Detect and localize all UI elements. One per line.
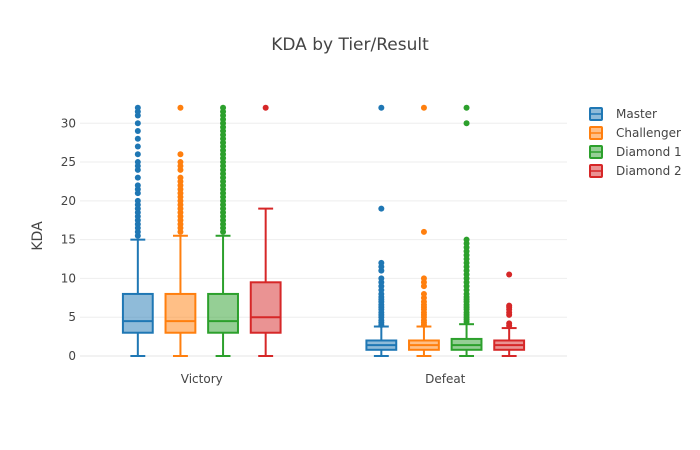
y-tick-labels: 0 5 10 15 20 25 30 bbox=[61, 116, 76, 363]
outlier-point bbox=[134, 135, 141, 142]
outlier-point bbox=[177, 159, 184, 166]
x-tick-label: Victory bbox=[181, 372, 223, 386]
outlier-point bbox=[134, 159, 141, 166]
y-axis-title: KDA bbox=[30, 221, 46, 251]
y-tick-label: 30 bbox=[61, 116, 76, 130]
grid-layer bbox=[80, 122, 567, 357]
legend-item-challenger[interactable]: Challenger bbox=[589, 126, 681, 140]
iqr-box bbox=[164, 292, 197, 334]
y-tick-label: 10 bbox=[61, 271, 76, 285]
outlier-point bbox=[177, 104, 184, 111]
outlier-point bbox=[463, 236, 470, 243]
outlier-point bbox=[506, 271, 513, 278]
box-master-victory bbox=[121, 104, 154, 357]
y-tick-label: 20 bbox=[61, 194, 76, 208]
legend[interactable]: Master Challenger Diamond 1 Diamond 2 bbox=[589, 107, 682, 178]
outlier-point bbox=[378, 275, 385, 282]
y-tick-label: 25 bbox=[61, 155, 76, 169]
outlier-point bbox=[134, 174, 141, 181]
legend-label: Diamond 2 bbox=[616, 164, 682, 178]
outlier-point bbox=[420, 290, 427, 297]
outlier-point bbox=[463, 104, 470, 111]
legend-label: Challenger bbox=[616, 126, 681, 140]
outlier-point bbox=[220, 104, 227, 111]
x-tick-labels: Victory Defeat bbox=[181, 372, 466, 386]
x-tick-label: Defeat bbox=[425, 372, 466, 386]
outlier-point bbox=[420, 275, 427, 282]
iqr-box bbox=[249, 281, 282, 334]
outlier-point bbox=[378, 205, 385, 212]
outlier-point bbox=[378, 104, 385, 111]
box-diamond-2-victory bbox=[249, 104, 282, 357]
outlier-point bbox=[134, 197, 141, 204]
outlier-point bbox=[177, 151, 184, 158]
iqr-box bbox=[121, 292, 154, 334]
legend-item-diamond-1[interactable]: Diamond 1 bbox=[589, 145, 682, 159]
outlier-point bbox=[134, 143, 141, 150]
box-layer bbox=[121, 104, 526, 357]
box-challenger-victory bbox=[164, 104, 197, 357]
box-diamond-1-victory bbox=[207, 104, 239, 357]
y-tick-label: 0 bbox=[68, 349, 76, 363]
box-diamond-2-defeat bbox=[493, 271, 526, 357]
outlier-point bbox=[378, 259, 385, 266]
outlier-point bbox=[134, 128, 141, 135]
outlier-point bbox=[134, 120, 141, 127]
y-tick-label: 5 bbox=[68, 310, 76, 324]
iqr-box bbox=[207, 292, 239, 334]
outlier-point bbox=[134, 104, 141, 111]
legend-item-diamond-2[interactable]: Diamond 2 bbox=[589, 164, 682, 178]
outlier-point bbox=[134, 151, 141, 158]
y-tick-label: 15 bbox=[61, 233, 76, 247]
outlier-point bbox=[134, 182, 141, 189]
box-master-defeat bbox=[365, 104, 398, 357]
outlier-point bbox=[506, 302, 513, 309]
outlier-point bbox=[463, 120, 470, 127]
outlier-point bbox=[506, 320, 513, 327]
chart-title: KDA by Tier/Result bbox=[271, 35, 429, 55]
outlier-point bbox=[420, 104, 427, 111]
outlier-point bbox=[262, 104, 269, 111]
legend-item-master[interactable]: Master bbox=[589, 107, 657, 121]
outlier-point bbox=[420, 228, 427, 235]
legend-label: Master bbox=[616, 107, 657, 121]
outlier-point bbox=[177, 174, 184, 181]
legend-label: Diamond 1 bbox=[616, 145, 682, 159]
box-challenger-defeat bbox=[408, 104, 440, 357]
box-diamond-1-defeat bbox=[450, 104, 483, 357]
